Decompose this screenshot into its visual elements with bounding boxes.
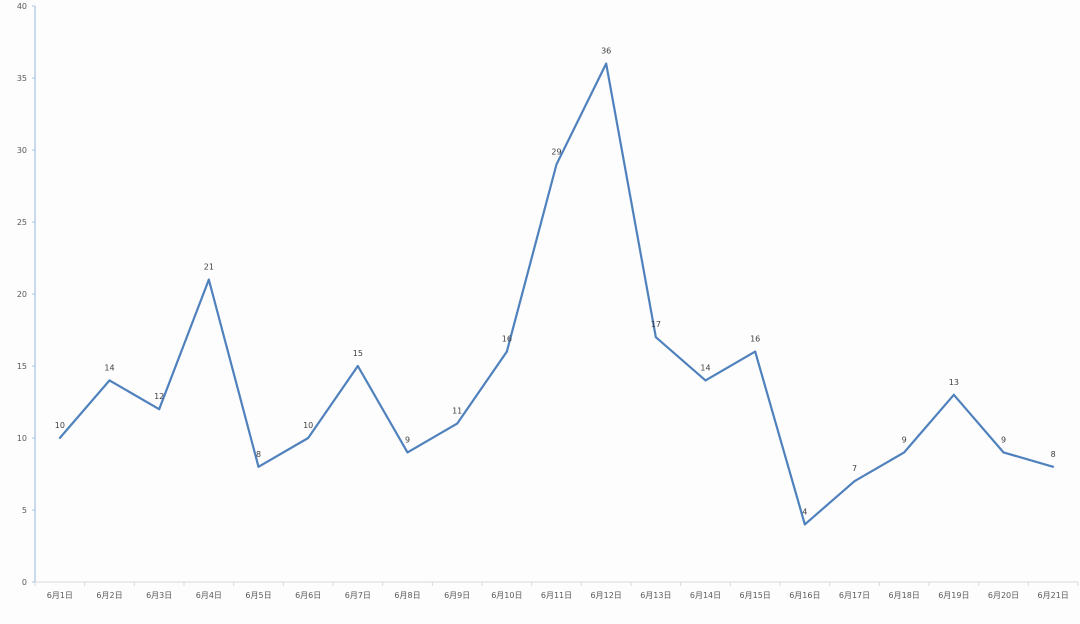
y-tick-label: 10 (17, 434, 27, 443)
data-point (108, 379, 111, 382)
y-tick-label: 40 (17, 2, 27, 11)
y-tick-label: 0 (22, 578, 27, 587)
x-tick-label: 6月10日 (491, 591, 522, 600)
y-tick-label: 35 (17, 74, 27, 83)
x-tick-label: 6月16日 (789, 591, 820, 600)
data-label: 7 (852, 464, 857, 473)
data-label: 17 (651, 320, 661, 329)
data-label: 21 (204, 263, 214, 272)
data-point (754, 350, 757, 353)
data-point (406, 451, 409, 454)
data-label: 8 (1051, 450, 1056, 459)
x-tick-label: 6月6日 (295, 591, 321, 600)
x-tick-label: 6月19日 (938, 591, 969, 600)
data-label: 13 (949, 378, 959, 387)
data-point (654, 336, 657, 339)
x-tick-label: 6月8日 (394, 591, 420, 600)
data-label: 4 (802, 507, 807, 516)
data-point (952, 393, 955, 396)
x-tick-label: 6月1日 (47, 591, 73, 600)
y-tick-label: 20 (17, 290, 27, 299)
data-point (356, 365, 359, 367)
x-tick-label: 6月5日 (245, 591, 271, 600)
data-point (853, 480, 856, 483)
x-tick-label: 6月14日 (690, 591, 721, 600)
x-tick-label: 6月7日 (345, 591, 371, 600)
data-point (505, 350, 508, 353)
data-label: 14 (104, 363, 114, 372)
data-label: 16 (502, 335, 512, 344)
data-label: 9 (1001, 435, 1006, 444)
data-point (1052, 465, 1055, 468)
x-tick-label: 6月2日 (96, 591, 122, 600)
x-tick-label: 6月21日 (1038, 591, 1069, 600)
data-label: 10 (55, 421, 65, 430)
x-tick-label: 6月13日 (640, 591, 671, 600)
x-tick-label: 6月3日 (146, 591, 172, 600)
y-tick-label: 30 (17, 146, 27, 155)
data-point (456, 422, 459, 425)
data-label: 9 (405, 435, 410, 444)
data-point (555, 163, 558, 166)
data-point (803, 523, 806, 526)
y-tick-label: 25 (17, 218, 27, 227)
x-tick-label: 6月9日 (444, 591, 470, 600)
data-label: 29 (551, 147, 561, 156)
data-point (207, 278, 210, 281)
data-label: 11 (452, 407, 462, 416)
data-point (58, 437, 61, 439)
data-label: 10 (303, 421, 313, 430)
data-point (605, 62, 608, 65)
data-point (307, 437, 310, 439)
x-tick-label: 6月18日 (889, 591, 920, 600)
data-label: 9 (902, 435, 907, 444)
x-tick-label: 6月4日 (196, 591, 222, 600)
data-label: 14 (700, 363, 710, 372)
x-tick-label: 6月17日 (839, 591, 870, 600)
data-label: 16 (750, 335, 760, 344)
data-point (158, 408, 161, 411)
data-label: 8 (256, 450, 261, 459)
series-line (59, 62, 1054, 526)
x-tick-label: 6月12日 (591, 591, 622, 600)
data-point (903, 451, 906, 454)
x-tick-label: 6月11日 (541, 591, 572, 600)
data-label: 15 (353, 349, 363, 358)
y-tick-label: 5 (22, 506, 27, 515)
data-label: 12 (154, 392, 164, 401)
x-tick-label: 6月20日 (988, 591, 1019, 600)
data-point (257, 465, 260, 468)
data-label: 36 (601, 47, 611, 56)
data-point (1002, 451, 1005, 454)
data-point (704, 379, 707, 382)
y-tick-label: 15 (17, 362, 27, 371)
x-tick-label: 6月15日 (740, 591, 771, 600)
